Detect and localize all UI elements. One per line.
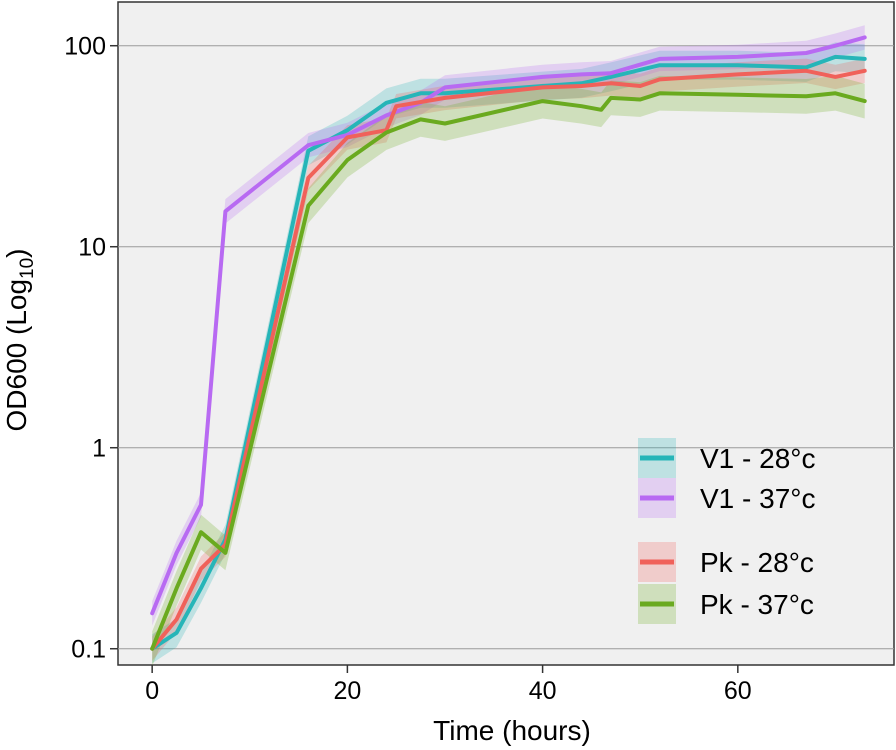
x-tick-label: 40 (529, 677, 557, 705)
y-axis-title: OD600 (Log10) (1, 248, 38, 431)
plot-panel (117, 1, 895, 666)
x-tick-label: 20 (333, 677, 361, 705)
y-tick-label: 10 (78, 234, 106, 262)
x-axis-title: Time (hours) (433, 715, 591, 746)
series-line (150, 35, 867, 616)
legend-label: Pk - 37°c (700, 589, 814, 620)
series-line (150, 54, 867, 651)
series-lines (150, 35, 867, 651)
x-tick-label: 60 (724, 677, 752, 705)
x-axis: 0 20 40 60 (145, 665, 752, 705)
legend: V1 - 28°c V1 - 37°c Pk - 28°c Pk - 37°c (638, 438, 815, 624)
series-line (150, 91, 867, 651)
x-tick-label: 0 (145, 677, 159, 705)
y-tick-label: 1 (92, 435, 106, 463)
y-axis: 0.1 1 10 100 (64, 33, 118, 664)
legend-label: Pk - 28°c (700, 547, 814, 578)
legend-label: V1 - 37°c (700, 483, 815, 514)
y-tick-label: 100 (64, 33, 106, 61)
legend-label: V1 - 28°c (700, 443, 815, 474)
y-tick-label: 0.1 (71, 636, 106, 664)
